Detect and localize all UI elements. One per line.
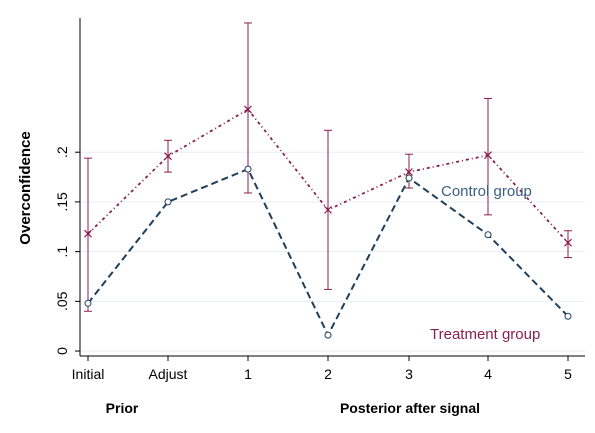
x-group-label: Posterior after signal — [340, 400, 480, 416]
y-tick-label: 0 — [54, 347, 70, 355]
y-tick-label: .05 — [54, 291, 70, 311]
x-axis-group-labels: Prior Posterior after signal — [106, 400, 480, 416]
control-point — [484, 231, 492, 239]
y-axis-ticks: 0 .05 .1 .15 .2 — [54, 146, 80, 355]
treatment-point — [405, 168, 413, 177]
treatment-point — [84, 229, 92, 238]
control-point — [324, 331, 332, 339]
error-bar — [244, 22, 252, 194]
x-tick-label: 2 — [324, 366, 332, 382]
treatment-point — [244, 105, 252, 114]
y-tick-label: .1 — [54, 246, 70, 258]
control-point — [164, 198, 172, 206]
series-annotation: Control group — [441, 183, 532, 200]
x-tick-label: 1 — [244, 366, 252, 382]
y-axis-label: Overconfidence — [17, 131, 34, 244]
treatment-point — [564, 238, 572, 247]
error-bar — [564, 230, 572, 259]
series-markers — [84, 105, 572, 339]
gridlines — [80, 151, 585, 352]
control-point — [405, 174, 413, 182]
x-tick-label: Adjust — [149, 366, 188, 382]
treatment-error-bars — [84, 22, 572, 312]
error-bar — [484, 98, 492, 216]
x-tick-label: 3 — [405, 366, 413, 382]
error-bar — [84, 157, 92, 312]
x-axis-ticks: Initial Adjust 1 2 3 4 5 — [72, 356, 572, 382]
x-tick-label: Initial — [72, 366, 105, 382]
x-tick-label: 5 — [564, 366, 572, 382]
series-annotations: Control group Treatment group — [430, 183, 540, 343]
treatment-point — [164, 152, 172, 161]
x-group-label: Prior — [106, 400, 139, 416]
y-tick-label: .15 — [54, 192, 70, 212]
control-point — [564, 312, 572, 320]
treatment-point — [324, 205, 332, 214]
treatment-point — [484, 151, 492, 160]
control-point — [244, 165, 252, 173]
error-bar — [405, 153, 413, 189]
control-point — [84, 299, 92, 307]
y-tick-label: .2 — [54, 146, 70, 158]
series-annotation: Treatment group — [430, 326, 540, 343]
x-tick-label: 4 — [484, 366, 492, 382]
